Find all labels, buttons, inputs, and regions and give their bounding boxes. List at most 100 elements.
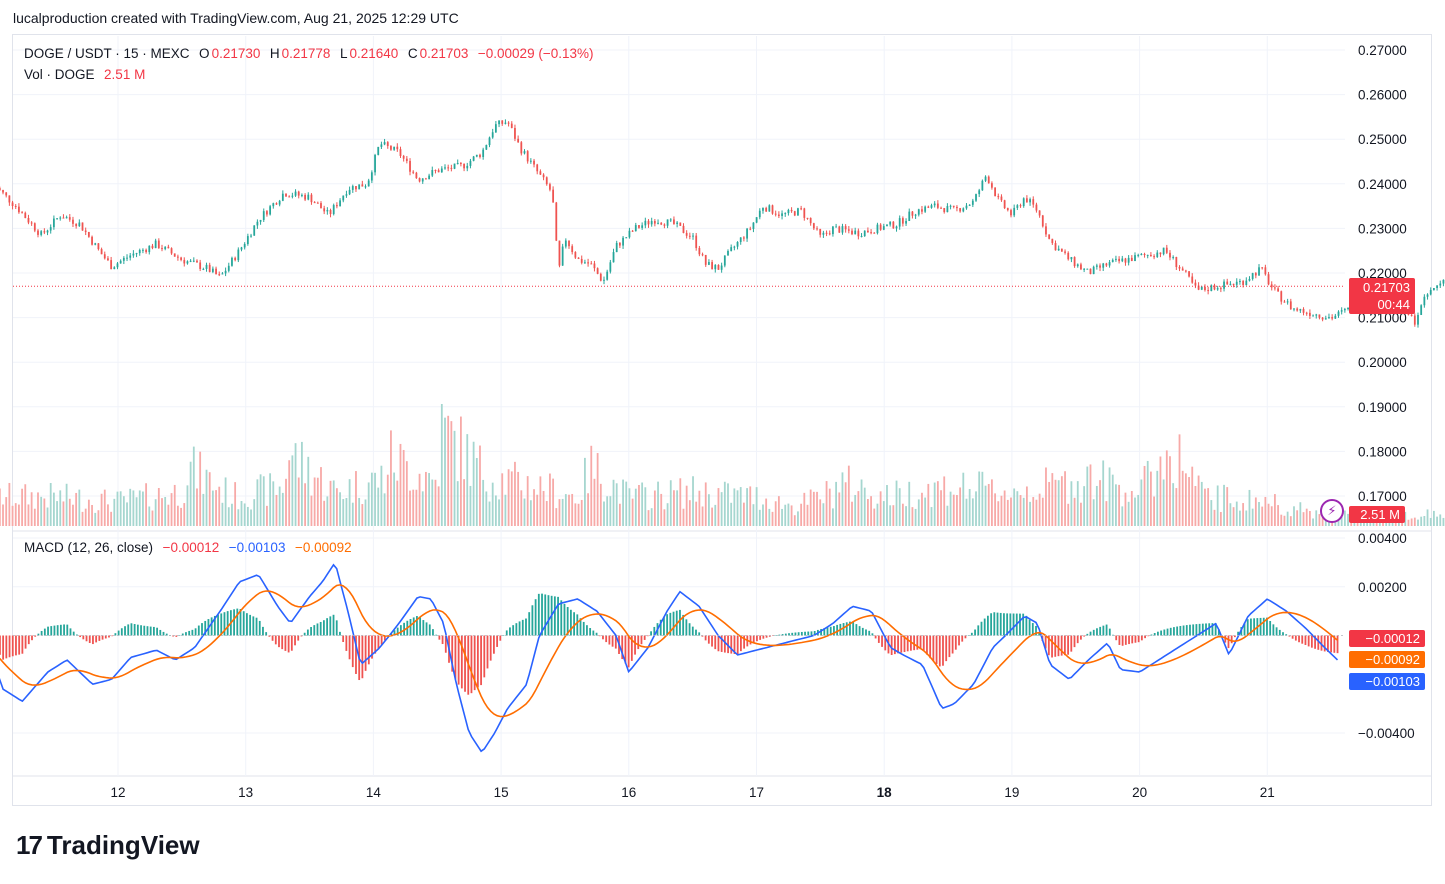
candle-body xyxy=(116,263,119,268)
candle-body xyxy=(952,205,955,207)
macd-hist-bar xyxy=(502,635,505,636)
volume-bar xyxy=(1172,483,1175,526)
volume-bar xyxy=(0,488,1,526)
candle-body xyxy=(768,205,771,212)
macd-hist-bar xyxy=(226,611,229,636)
macd-hist-bar xyxy=(271,635,274,641)
volume-bar xyxy=(27,504,30,526)
macd-hist-bar xyxy=(1198,623,1201,636)
candle-body xyxy=(609,262,612,272)
volume-bar xyxy=(1130,490,1133,526)
candle-body xyxy=(199,262,202,269)
volume-bar xyxy=(326,496,329,526)
macd-hist-value: −0.00012 xyxy=(162,540,220,555)
macd-hist-bar xyxy=(480,635,482,686)
volume-bar xyxy=(809,489,812,526)
tradingview-logo[interactable]: 17 TradingView xyxy=(16,830,200,861)
volume-bar xyxy=(192,446,195,526)
volume-bar xyxy=(673,490,675,526)
macd-hist-bar xyxy=(1208,623,1211,636)
macd-hist-bar xyxy=(1105,624,1108,636)
candle-body xyxy=(215,268,217,275)
volume-bar xyxy=(526,476,529,526)
macd-hist-bar xyxy=(781,634,784,636)
candle-body xyxy=(1051,238,1054,244)
volume-bar xyxy=(1270,506,1273,526)
candle-body xyxy=(1417,314,1419,325)
macd-hist-bar xyxy=(454,635,457,680)
volume-bar xyxy=(1156,470,1159,526)
macd-hist-bar xyxy=(1044,635,1047,649)
macd-hist-bar xyxy=(640,635,643,645)
volume-bar xyxy=(11,505,14,526)
volume-bar xyxy=(841,472,844,526)
candle-body xyxy=(1191,276,1194,283)
macd-hist-bar xyxy=(262,626,264,636)
macd-hist-bar xyxy=(342,635,345,642)
volume-bar xyxy=(40,496,43,526)
macd-hist-bar xyxy=(1195,624,1198,636)
macd-hist-bar xyxy=(1333,635,1336,653)
macd-hist-bar xyxy=(1294,635,1297,641)
volume-bar xyxy=(1261,506,1264,526)
candle-body xyxy=(1105,263,1108,266)
volume-bar xyxy=(132,490,135,526)
macd-hist-bar xyxy=(1121,635,1124,646)
volume-bar xyxy=(75,492,78,526)
macd-hist-bar xyxy=(948,635,951,658)
candle-body xyxy=(777,214,780,216)
candlesticks xyxy=(0,119,1445,328)
macd-hist-bar xyxy=(653,626,656,636)
macd-hist-bar xyxy=(1028,619,1031,636)
candle-body xyxy=(956,206,958,209)
macd-label[interactable]: MACD (12, 26, close) xyxy=(24,540,154,555)
time-tick-label: 16 xyxy=(621,785,636,800)
candle-body xyxy=(1000,196,1003,201)
macd-hist-bar xyxy=(1246,619,1249,636)
volume-bar xyxy=(418,473,421,526)
candle-body xyxy=(558,240,561,266)
volume-bar xyxy=(599,483,602,526)
macd-hist-bar xyxy=(1131,635,1134,644)
volume-bar xyxy=(533,489,535,526)
volume-bar xyxy=(800,503,803,526)
volume-bar xyxy=(1022,497,1025,526)
volume-bar xyxy=(33,508,36,526)
candle-body xyxy=(1305,312,1308,314)
volume-bar xyxy=(971,498,974,526)
volume-bar xyxy=(1076,481,1079,526)
macd-hist-bar xyxy=(127,624,130,636)
volume-bar xyxy=(1213,509,1216,526)
volume-bar xyxy=(704,482,707,526)
macd-hist-bar xyxy=(1176,626,1179,636)
macd-hist-bar xyxy=(861,627,864,636)
volume-bar xyxy=(307,456,310,526)
volume-bar xyxy=(1067,503,1070,526)
macd-hist-bar xyxy=(1275,627,1278,636)
close-label: C xyxy=(407,46,418,61)
lightning-icon[interactable]: ⚡ xyxy=(1320,499,1344,523)
candle-body xyxy=(1232,283,1235,285)
volume-bar xyxy=(301,441,303,526)
volume-bar xyxy=(355,471,357,526)
macd-hist-bar xyxy=(576,614,579,636)
macd-hist-bar xyxy=(942,635,944,666)
macd-hist-bar xyxy=(114,633,117,636)
candle-body xyxy=(514,127,516,139)
candle-body xyxy=(224,270,227,274)
macd-hist-bar xyxy=(1192,624,1195,636)
volume-bar xyxy=(1223,484,1225,526)
macd-hist-bar xyxy=(98,635,101,641)
symbol-label[interactable]: DOGE / USDT · 15 · MEXC xyxy=(24,46,190,61)
volume-bar xyxy=(297,477,300,526)
macd-hist-bar xyxy=(201,623,203,636)
macd-hist-bar xyxy=(197,625,200,636)
price-tick-label: 0.23000 xyxy=(1358,221,1407,236)
macd-hist-bar xyxy=(432,629,434,636)
volume-label[interactable]: Vol · DOGE xyxy=(24,67,95,82)
price-legend: DOGE / USDT · 15 · MEXC O 0.21730 H 0.2177… xyxy=(24,46,595,61)
candle-body xyxy=(370,172,373,181)
candle-body xyxy=(911,211,914,216)
macd-hist-bar xyxy=(707,635,710,644)
